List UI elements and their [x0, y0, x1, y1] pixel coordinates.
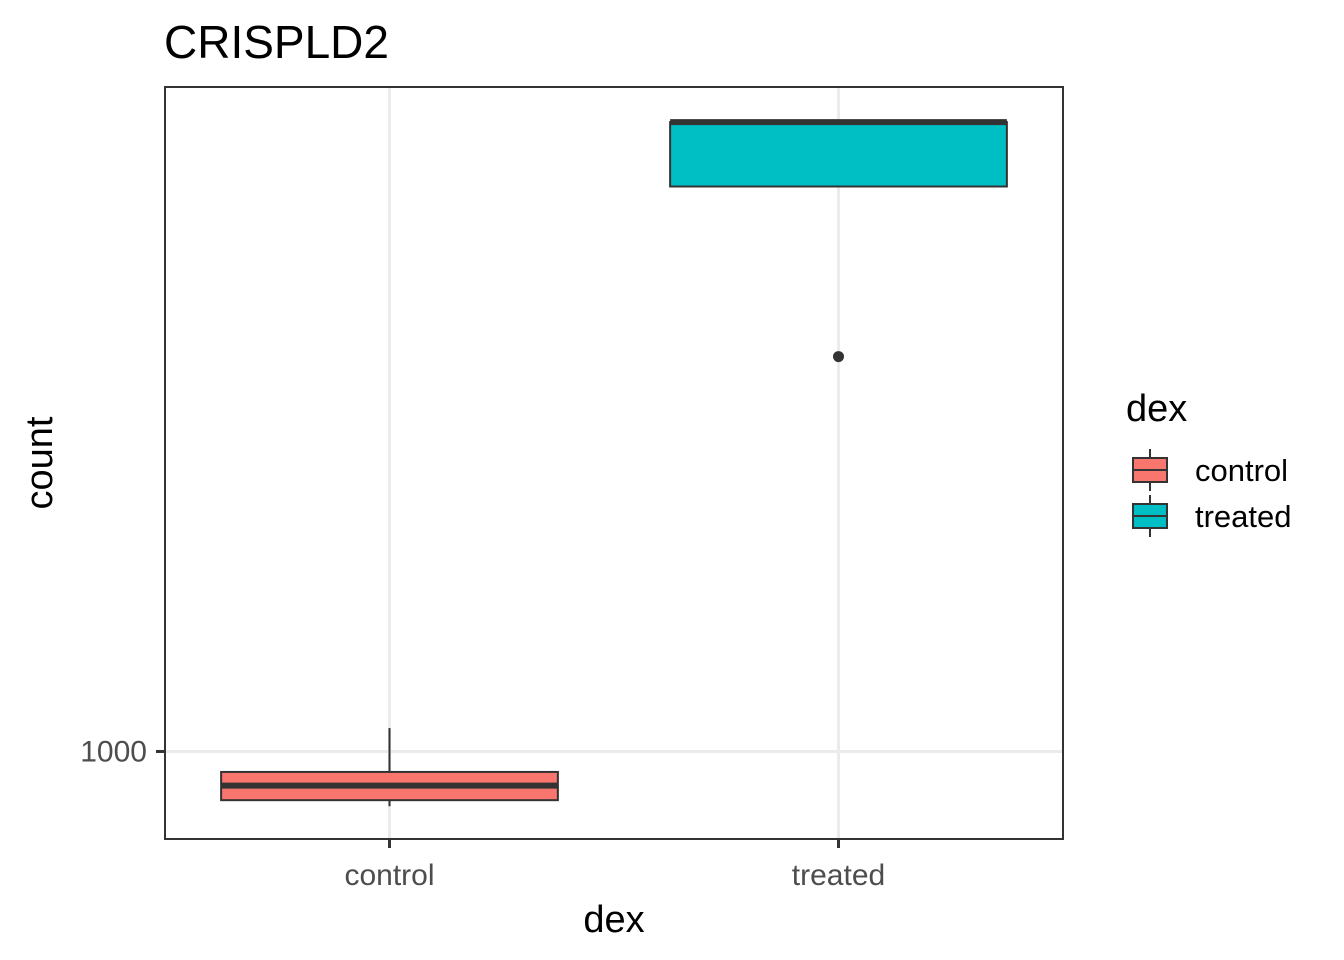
panel-border: [164, 86, 1064, 840]
legend-items: control treated: [1132, 449, 1292, 537]
box-body: [669, 121, 1008, 188]
panel-background: [165, 87, 1063, 839]
legend-item-control: control: [1132, 449, 1288, 491]
plot-panel: [164, 86, 1064, 840]
chart-title: CRISPLD2: [164, 16, 389, 68]
x-axis: control treated: [344, 839, 885, 892]
box-treated: [669, 119, 1008, 363]
legend-label: control: [1195, 453, 1288, 488]
legend-label: treated: [1195, 499, 1292, 534]
x-tick-label: control: [344, 859, 434, 892]
y-axis-title: count: [19, 416, 61, 509]
grid-lines: [165, 87, 1063, 839]
legend-title: dex: [1126, 388, 1187, 430]
y-tick-label: 1000: [80, 735, 147, 768]
legend: dex control treated: [1126, 388, 1292, 537]
outlier-point: [833, 351, 844, 363]
box-control: [220, 728, 559, 807]
legend-item-treated: treated: [1132, 495, 1292, 537]
x-tick-label: treated: [792, 859, 885, 892]
x-axis-title: dex: [583, 899, 644, 941]
y-axis: 1000: [80, 735, 165, 768]
boxes: [220, 119, 1008, 807]
